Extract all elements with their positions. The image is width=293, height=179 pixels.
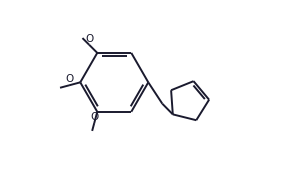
Text: O: O bbox=[90, 112, 98, 122]
Text: O: O bbox=[85, 34, 93, 44]
Text: O: O bbox=[65, 74, 73, 84]
